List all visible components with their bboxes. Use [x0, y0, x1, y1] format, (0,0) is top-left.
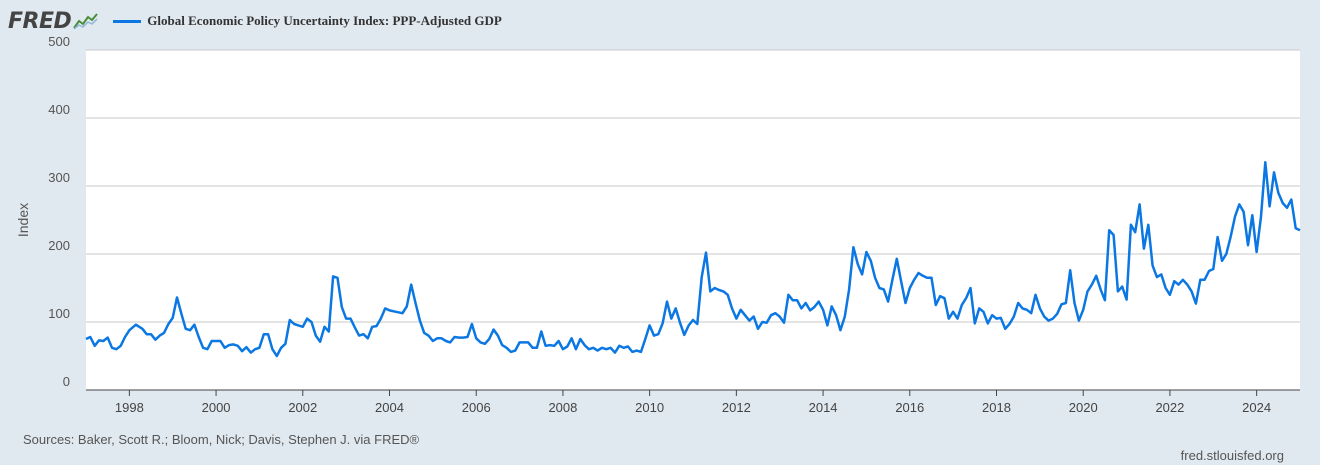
y-axis-label: Index	[15, 203, 31, 237]
x-tick-label: 2012	[722, 400, 751, 415]
x-tick-label: 2000	[202, 400, 231, 415]
plot-area	[86, 50, 1300, 390]
y-tick-label: 500	[48, 34, 70, 49]
y-tick-label: 0	[63, 374, 70, 389]
site-link[interactable]: fred.stlouisfed.org	[1180, 448, 1284, 463]
x-tick-label: 2014	[809, 400, 838, 415]
legend-series-label: Global Economic Policy Uncertainty Index…	[147, 13, 502, 28]
fred-logo-text: FRED	[8, 8, 72, 34]
y-tick-label: 300	[48, 170, 70, 185]
legend-swatch	[113, 19, 142, 23]
x-tick-label: 2018	[982, 400, 1011, 415]
y-tick-label: 100	[48, 306, 70, 321]
chart-legend: Global Economic Policy Uncertainty Index…	[113, 13, 502, 29]
series-line	[85, 160, 1301, 358]
sources-note: Sources: Baker, Scott R.; Bloom, Nick; D…	[23, 432, 420, 447]
chart-header: FRED Global Economic Policy Uncertainty …	[8, 6, 502, 36]
x-tick-label: 2016	[895, 400, 924, 415]
x-tick-label: 2002	[288, 400, 317, 415]
x-tick-label: 2010	[635, 400, 664, 415]
x-tick-label: 2022	[1155, 400, 1184, 415]
y-tick-label: 400	[48, 102, 70, 117]
y-tick-label: 200	[48, 238, 70, 253]
fred-logo[interactable]: FRED	[8, 8, 100, 34]
x-tick-label: 2020	[1069, 400, 1098, 415]
x-tick-label: 2006	[462, 400, 491, 415]
x-tick-label: 2008	[548, 400, 577, 415]
x-tick-label: 1998	[115, 400, 144, 415]
x-tick-label: 2004	[375, 400, 404, 415]
x-tick-label: 2024	[1242, 400, 1271, 415]
chart-graph-icon	[73, 12, 100, 30]
